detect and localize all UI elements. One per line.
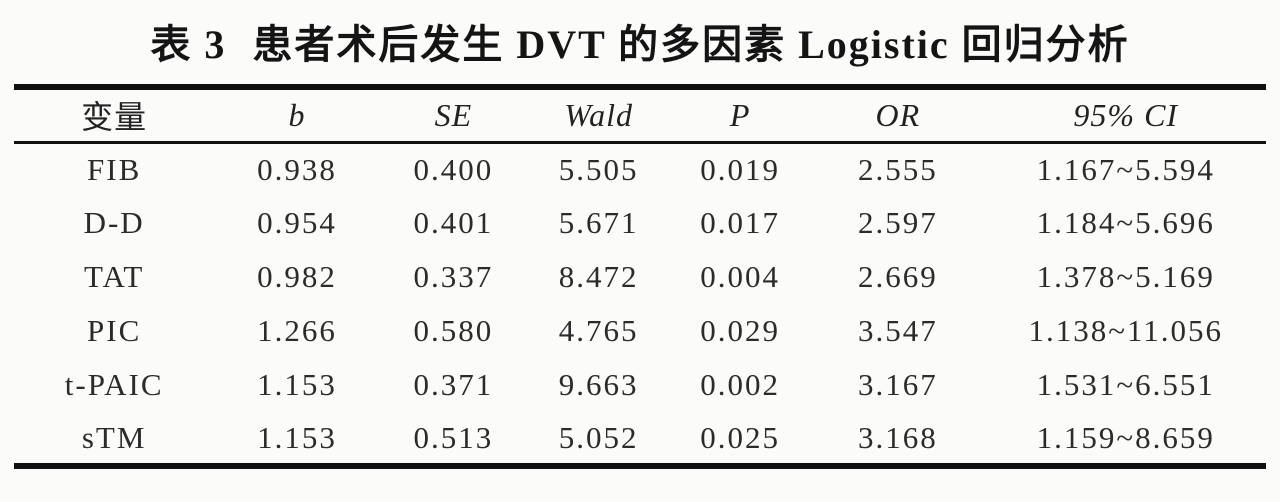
value-cell: 3.547 — [857, 313, 938, 348]
table-row: t-PAIC 1.153 0.371 9.663 0.002 3.167 1.531~6.5… — [14, 358, 1266, 412]
column-header-3: Wald — [527, 87, 671, 144]
value-cell: 0.954 — [257, 205, 337, 240]
value-cell: 2.669 — [857, 259, 938, 294]
variable-cell: sTM — [81, 419, 147, 455]
value-cell: 0.982 — [257, 259, 337, 294]
value-cell: 9.663 — [558, 367, 639, 402]
logistic-regression-table: 变量 b SE Wald P OR 95% CI FIB 0.938 0.400 5.505 0.0… — [14, 84, 1266, 469]
value-cell: 4.765 — [558, 313, 639, 348]
value-cell: 1.153 — [257, 419, 337, 455]
table-title-text: 患者术后发生 DVT 的多因素 Logistic 回归分析 — [252, 22, 1130, 67]
value-cell: 1.167~5.594 — [1036, 151, 1215, 187]
value-cell: 3.168 — [857, 419, 938, 455]
variable-cell: t-PAIC — [64, 367, 164, 402]
value-cell: 0.400 — [413, 151, 494, 187]
value-cell: 0.401 — [413, 205, 494, 240]
value-cell: 1.184~5.696 — [1036, 205, 1215, 240]
column-header-6: 95% CI — [985, 87, 1266, 144]
value-cell: 2.597 — [857, 205, 938, 240]
variable-cell: TAT — [83, 259, 145, 294]
table-row: D-D 0.954 0.401 5.671 0.017 2.597 1.184~5.696 — [14, 196, 1266, 250]
value-cell: 0.025 — [700, 419, 780, 455]
variable-cell: PIC — [87, 313, 142, 348]
value-cell: 0.019 — [700, 151, 780, 187]
variable-cell: FIB — [87, 151, 142, 187]
value-cell: 1.153 — [257, 367, 337, 402]
value-cell: 0.002 — [700, 367, 780, 402]
value-cell: 3.167 — [857, 367, 938, 402]
value-cell: 1.378~5.169 — [1036, 259, 1215, 294]
value-cell: 0.371 — [413, 367, 494, 402]
value-cell: 1.138~11.056 — [1028, 313, 1224, 348]
variable-cell: D-D — [83, 205, 145, 240]
value-cell: 5.052 — [558, 419, 639, 455]
value-cell: 0.029 — [700, 313, 780, 348]
value-cell: 5.505 — [558, 151, 639, 187]
header-row: 变量 b SE Wald P OR 95% CI — [14, 87, 1266, 144]
value-cell: 0.938 — [257, 151, 337, 187]
table-row: FIB 0.938 0.400 5.505 0.019 2.555 1.167~5.594 — [14, 142, 1266, 196]
table-title: 表 3 患者术后发生 DVT 的多因素 Logistic 回归分析 — [14, 6, 1266, 84]
column-header-4: P — [670, 87, 811, 144]
table-row: PIC 1.266 0.580 4.765 0.029 3.547 1.138~11.056 — [14, 304, 1266, 358]
value-cell: 0.017 — [700, 205, 780, 240]
value-cell: 5.671 — [558, 205, 639, 240]
value-cell: 1.531~6.551 — [1036, 367, 1215, 402]
table-row: sTM 1.153 0.513 5.052 0.025 3.168 1.159~8.659 — [14, 412, 1266, 466]
column-header-1: b — [214, 87, 380, 144]
value-cell: 0.580 — [413, 313, 494, 348]
value-cell: 2.555 — [857, 151, 938, 187]
value-cell: 0.513 — [413, 419, 494, 455]
value-cell: 0.004 — [700, 259, 780, 294]
value-cell: 8.472 — [558, 259, 639, 294]
column-header-0: 变量 — [14, 87, 215, 144]
value-cell: 0.337 — [413, 259, 494, 294]
column-header-5: OR — [810, 87, 986, 144]
table-row: TAT 0.982 0.337 8.472 0.004 2.669 1.378~5.169 — [14, 250, 1266, 304]
column-header-2: SE — [379, 87, 528, 144]
value-cell: 1.266 — [257, 313, 337, 348]
table-body: FIB 0.938 0.400 5.505 0.019 2.555 1.167~5.594 D… — [14, 142, 1266, 466]
value-cell: 1.159~8.659 — [1036, 419, 1215, 455]
table-number: 表 3 — [150, 22, 227, 67]
